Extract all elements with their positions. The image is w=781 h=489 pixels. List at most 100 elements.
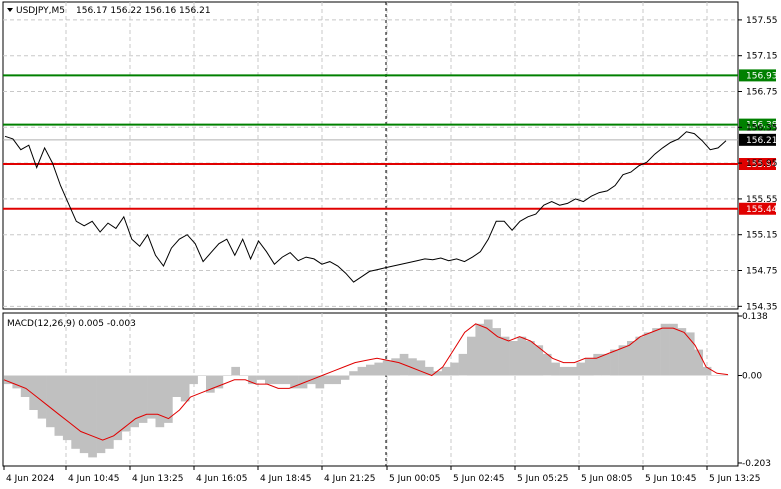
macd-tick-label: 0.00 xyxy=(742,371,762,381)
level-label: 156.38 xyxy=(746,121,778,131)
time-x-axis: 4 Jun 2024 4 Jun 10:45 4 Jun 13:25 4 Jun 16… xyxy=(3,466,760,484)
price-tick-label: 154.35 xyxy=(746,302,778,312)
macd-histogram-bar xyxy=(517,336,527,376)
macd-histogram-bar xyxy=(509,341,518,376)
macd-histogram-bar xyxy=(433,371,442,376)
macd-histogram-bar xyxy=(382,360,392,376)
macd-histogram-bar xyxy=(677,328,687,376)
macd-histogram-bar xyxy=(20,375,30,397)
macd-histogram-bar xyxy=(54,375,64,436)
macd-histogram-bar xyxy=(618,345,628,376)
price-tick-label: 157.55 xyxy=(746,16,778,26)
macd-histogram-bar xyxy=(702,366,712,376)
macd-histogram-bar xyxy=(450,362,459,376)
macd-histogram-bar xyxy=(391,358,400,376)
macd-histogram-bar xyxy=(290,375,299,389)
ohlc-values: 156.17 156.22 156.16 156.21 xyxy=(76,6,211,16)
macd-histogram-bar xyxy=(500,336,510,376)
macd-histogram-bar xyxy=(635,336,645,376)
macd-histogram-bar xyxy=(475,323,485,376)
macd-histogram-bar xyxy=(542,353,552,376)
macd-histogram-bar xyxy=(281,375,291,385)
macd-histogram-bar xyxy=(37,375,47,419)
macd-histogram-bar xyxy=(197,375,207,376)
macd-histogram-bar xyxy=(627,341,636,376)
macd-label: MACD(12,26,9) 0.005 -0.003 xyxy=(7,319,136,329)
level-tag xyxy=(739,118,776,131)
level-label: 155.94 xyxy=(746,160,778,170)
macd-histogram-bar xyxy=(62,375,72,441)
grid xyxy=(3,2,738,466)
macd-histogram-bar xyxy=(559,366,569,376)
macd-histogram-bar xyxy=(349,371,358,376)
macd-histogram-bar xyxy=(113,375,123,441)
time-tick-label: 4 Jun 16:05 xyxy=(196,474,247,484)
time-tick-label: 5 Jun 13:25 xyxy=(709,474,760,484)
current-price-label: 156.21 xyxy=(746,136,778,146)
macd-histogram-bar xyxy=(214,375,224,389)
macd-histogram-bar xyxy=(534,345,544,376)
macd-histogram-bar xyxy=(408,358,417,376)
level-label: 156.93 xyxy=(746,71,778,81)
price-tick-label: 156.35 xyxy=(746,123,778,133)
macd-histogram-bar xyxy=(105,375,114,449)
time-tick-label: 4 Jun 18:45 xyxy=(260,474,311,484)
time-tick-label: 5 Jun 00:05 xyxy=(389,474,440,484)
macd-histogram-bar xyxy=(374,362,384,376)
time-tick-label: 4 Jun 13:25 xyxy=(132,474,183,484)
macd-histogram-bar xyxy=(610,349,619,376)
macd-histogram-bar xyxy=(660,323,670,376)
level-tag xyxy=(739,69,776,82)
macd-histogram-bar xyxy=(12,375,22,389)
macd-histogram-bar xyxy=(79,375,89,454)
macd-histogram-bar xyxy=(551,362,560,376)
macd-histogram-bar xyxy=(71,375,80,449)
macd-histogram-bar xyxy=(483,319,493,376)
time-tick-label: 5 Jun 05:25 xyxy=(517,474,568,484)
macd-histogram-bar xyxy=(576,362,586,376)
macd-histogram-bar xyxy=(265,375,274,385)
price-tick-label: 157.15 xyxy=(746,52,778,62)
price-y-axis: 157.55 157.15 156.75 156.35 155.95 155.55 155.… xyxy=(738,16,778,312)
macd-histogram-bar xyxy=(584,358,594,376)
macd-histogram-bar xyxy=(147,375,156,419)
macd-histogram-bar xyxy=(222,375,232,376)
time-tick-label: 4 Jun 10:45 xyxy=(68,474,119,484)
macd-y-axis: 0.138 0.00 -0.203 xyxy=(738,312,771,469)
price-tick-label: 155.55 xyxy=(746,195,778,205)
macd-histogram-bar xyxy=(189,375,198,385)
macd-histogram-bar xyxy=(239,375,249,376)
macd-histogram-bar xyxy=(231,366,240,376)
symbol-dropdown-icon[interactable] xyxy=(7,8,13,12)
macd-signal-line xyxy=(3,323,729,441)
macd-histogram-bar xyxy=(643,332,653,376)
price-line xyxy=(4,131,727,283)
macd-histogram-bar xyxy=(719,375,729,376)
macd-histogram-bar xyxy=(273,375,283,385)
price-tick-label: 155.95 xyxy=(746,159,778,169)
macd-histogram-bar xyxy=(685,332,695,376)
macd-histogram-bar xyxy=(88,375,97,458)
macd-histogram-bar xyxy=(206,375,215,393)
macd-histogram-bar xyxy=(138,375,148,423)
price-tick-label: 156.75 xyxy=(746,88,778,98)
time-tick-label: 4 Jun 2024 xyxy=(6,474,55,484)
macd-tick-label: -0.203 xyxy=(742,459,771,469)
macd-histogram-bar xyxy=(256,375,266,380)
macd-histogram-bar xyxy=(357,366,367,376)
current-price-tag xyxy=(739,133,776,146)
macd-histogram-bar xyxy=(323,375,333,385)
macd-histogram-bar xyxy=(424,366,434,376)
macd-histogram-bar xyxy=(172,375,182,397)
macd-histogram-bar xyxy=(601,353,611,376)
macd-histogram-bar xyxy=(340,375,350,380)
level-tag xyxy=(739,202,776,215)
level-tag xyxy=(739,158,776,171)
macd-histogram-bar xyxy=(492,328,501,376)
macd-histogram-bar xyxy=(711,375,720,376)
macd-histogram-bar xyxy=(593,353,602,376)
macd-histogram-bar xyxy=(180,375,190,402)
macd-histogram-bar xyxy=(46,375,55,428)
price-tick-label: 155.15 xyxy=(746,231,778,241)
macd-histogram-bar xyxy=(467,336,476,376)
